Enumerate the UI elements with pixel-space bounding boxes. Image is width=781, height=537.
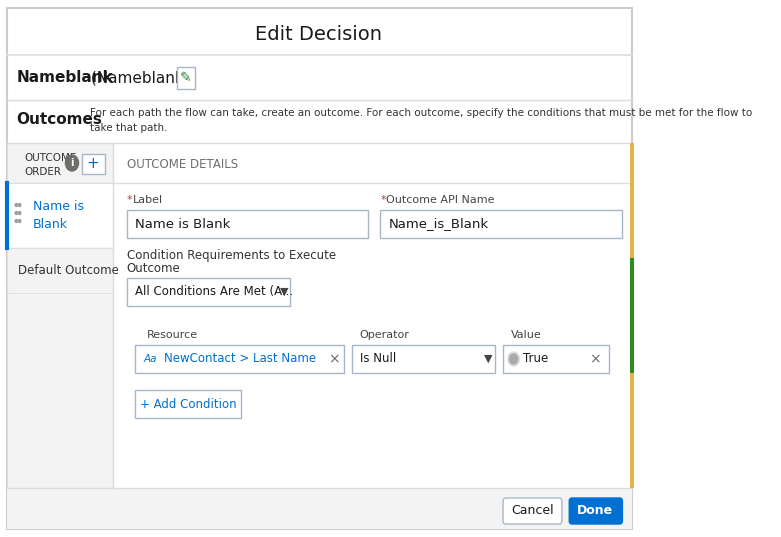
Text: Default Outcome: Default Outcome: [18, 264, 119, 277]
FancyBboxPatch shape: [503, 498, 562, 524]
Circle shape: [19, 212, 21, 214]
Text: ×: ×: [328, 352, 340, 366]
Circle shape: [66, 155, 79, 171]
Text: *: *: [380, 195, 386, 205]
Bar: [629, 258, 634, 373]
Text: Aa: Aa: [143, 354, 157, 364]
Text: True: True: [523, 352, 549, 366]
Bar: [6, 248, 113, 293]
Text: Outcomes: Outcomes: [16, 112, 102, 127]
Text: (Nameblank): (Nameblank): [86, 70, 190, 85]
Text: For each path the flow can take, create an outcome. For each outcome, specify th: For each path the flow can take, create …: [90, 108, 752, 118]
FancyBboxPatch shape: [569, 498, 622, 524]
Text: Value: Value: [512, 330, 542, 340]
Text: Cancel: Cancel: [511, 504, 554, 518]
Text: take that path.: take that path.: [90, 123, 167, 133]
Text: Nameblank: Nameblank: [16, 70, 113, 85]
Bar: [503, 345, 609, 373]
Circle shape: [15, 212, 18, 214]
Circle shape: [508, 352, 519, 366]
Text: Name is
Blank: Name is Blank: [33, 200, 84, 230]
Circle shape: [15, 220, 18, 222]
Bar: [6, 183, 113, 248]
Text: Condition Requirements to Execute: Condition Requirements to Execute: [127, 250, 336, 263]
Text: Outcome API Name: Outcome API Name: [386, 195, 494, 205]
Circle shape: [15, 204, 18, 207]
Bar: [6, 143, 113, 488]
Text: OUTCOME DETAILS: OUTCOME DETAILS: [127, 158, 238, 171]
Text: i: i: [70, 158, 73, 168]
Bar: [135, 345, 344, 373]
Text: Done: Done: [577, 504, 614, 518]
Text: Operator: Operator: [360, 330, 410, 340]
Text: ▼: ▼: [280, 287, 289, 297]
Bar: [629, 373, 634, 488]
Text: Label: Label: [133, 195, 162, 205]
Text: ✎: ✎: [180, 71, 191, 85]
Text: *: *: [127, 195, 133, 205]
Circle shape: [19, 220, 21, 222]
Text: All Conditions Are Met (A...: All Conditions Are Met (A...: [135, 286, 293, 299]
Text: + Add Condition: + Add Condition: [140, 397, 237, 410]
Bar: [351, 345, 495, 373]
Circle shape: [509, 354, 518, 364]
Bar: [380, 210, 622, 238]
Text: ×: ×: [589, 352, 601, 366]
Bar: [127, 210, 368, 238]
Text: OUTCOME
ORDER: OUTCOME ORDER: [24, 154, 77, 177]
Bar: [82, 154, 105, 174]
Text: Name_is_Blank: Name_is_Blank: [388, 217, 489, 230]
Text: Is Null: Is Null: [360, 352, 396, 366]
Bar: [629, 143, 634, 258]
Bar: [177, 67, 194, 89]
Text: Edit Decision: Edit Decision: [255, 25, 383, 45]
Text: Name is Blank: Name is Blank: [135, 217, 230, 230]
Bar: [135, 390, 241, 418]
Bar: [6, 488, 633, 529]
Text: ▼: ▼: [484, 354, 493, 364]
Text: Resource: Resource: [148, 330, 198, 340]
Bar: [127, 278, 291, 306]
Text: Outcome: Outcome: [127, 262, 180, 274]
Text: NewContact > Last Name: NewContact > Last Name: [163, 352, 316, 366]
Circle shape: [19, 204, 21, 207]
Text: +: +: [87, 156, 100, 171]
